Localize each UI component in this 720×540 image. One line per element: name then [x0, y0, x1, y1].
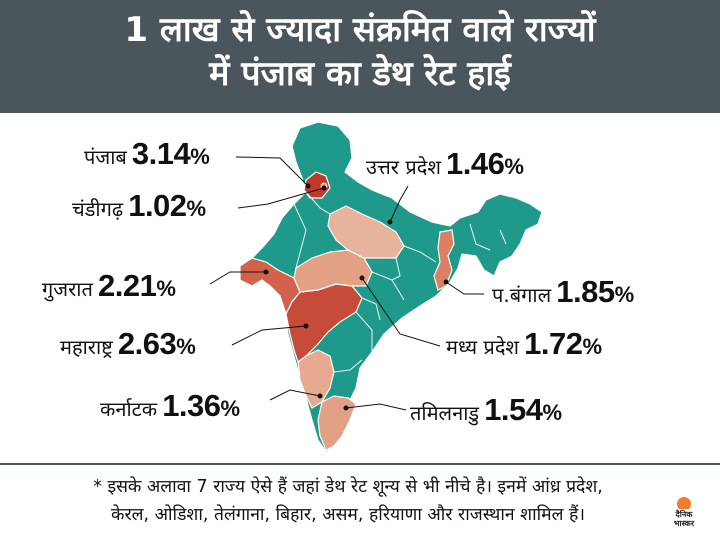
state-value: 1.46 [446, 146, 505, 181]
label-gujarat: गुजरात 2.21% [42, 268, 176, 304]
label-tamil-nadu: तमिलनाडु 1.54% [410, 392, 562, 428]
state-name: गुजरात [42, 277, 93, 301]
label-west-bengal: प.बंगाल 1.85% [492, 274, 634, 310]
state-tamil-nadu [317, 395, 357, 451]
state-madhya-pradesh [293, 249, 373, 293]
state-name: तमिलनाडु [410, 401, 480, 425]
title-banner: 1 लाख से ज्यादा संक्रमित वाले राज्यों मे… [0, 0, 720, 113]
state-unit: % [176, 334, 196, 359]
state-value: 1.36 [162, 388, 221, 423]
state-unit: % [542, 400, 563, 425]
footnote-line-1: * इसके अलावा 7 राज्य ऐसे हैं जहां डेथ रे… [93, 477, 603, 497]
footnote-box: * इसके अलावा 7 राज्य ऐसे हैं जहां डेथ रे… [0, 463, 720, 540]
state-name: प.बंगाल [492, 283, 552, 307]
dainik-bhaskar-logo: दैनिक भास्कर [666, 497, 702, 527]
state-name: कर्नाटक [100, 397, 158, 421]
title-line-2: में पंजाब का डेथ रेट हाई [209, 54, 511, 94]
logo-text-2: भास्कर [674, 519, 695, 527]
state-unit: % [190, 144, 210, 169]
india-map [209, 121, 543, 453]
state-value: 1.02 [128, 188, 187, 223]
state-unit: % [614, 282, 635, 307]
label-karnataka: कर्नाटक 1.36% [100, 388, 240, 424]
leader-lines [209, 156, 484, 411]
state-unit: % [220, 396, 241, 421]
state-name: मध्य प्रदेश [446, 335, 520, 359]
logo-text-1: दैनिक [675, 509, 694, 519]
state-name: महाराष्ट्र [60, 335, 113, 359]
state-borders [293, 191, 507, 373]
state-name: पंजाब [84, 145, 127, 169]
label-punjab: पंजाब 3.14% [84, 136, 210, 172]
label-chandigarh: चंडीगढ़ 1.02% [72, 188, 206, 224]
state-unit: % [582, 334, 603, 359]
state-name: चंडीगढ़ [72, 197, 124, 221]
label-madhya-pradesh: मध्य प्रदेश 1.72% [446, 326, 602, 362]
state-unit: % [156, 276, 176, 301]
label-uttar-pradesh: उत्तर प्रदेश 1.46% [366, 146, 524, 182]
state-west-bengal [433, 229, 455, 291]
state-name: उत्तर प्रदेश [366, 155, 441, 179]
state-value: 1.72 [524, 326, 583, 361]
state-value: 2.63 [117, 326, 177, 361]
footnote-line-2: केरल, ओडिशा, तेलंगाना, बिहार, असम, हरिया… [111, 505, 585, 525]
state-value: 2.21 [97, 268, 157, 303]
state-value: 3.14 [131, 136, 191, 171]
state-value: 1.85 [556, 274, 615, 309]
state-value: 1.54 [484, 392, 543, 427]
title-line-1: 1 लाख से ज्यादा संक्रमित वाले राज्यों [124, 10, 596, 50]
state-unit: % [504, 154, 524, 179]
label-maharashtra: महाराष्ट्र 2.63% [60, 326, 196, 362]
footnote-text: * इसके अलावा 7 राज्य ऐसे हैं जहां डेथ रे… [48, 473, 648, 529]
state-unit: % [186, 196, 207, 221]
